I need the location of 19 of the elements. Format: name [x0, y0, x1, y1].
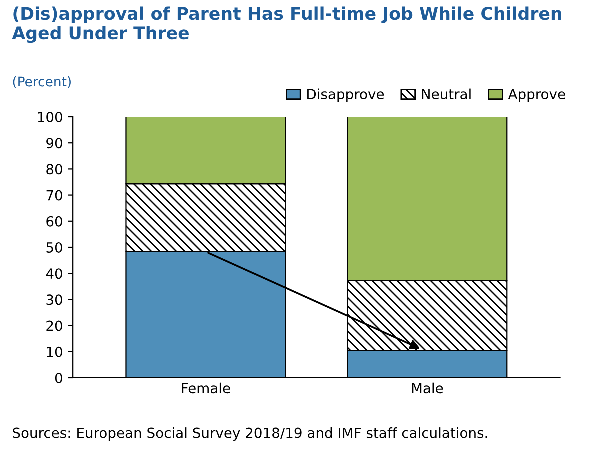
y-tick-label: 30: [46, 294, 62, 306]
legend-label: Disapprove: [308, 88, 384, 102]
chart-title: (Dis)approval of Parent Has Full-time Job While Children Aged Under Three: [12, 6, 562, 44]
y-tick-label: 50: [46, 242, 62, 253]
chart-subtitle: (Percent): [13, 76, 71, 88]
y-tick-label: 60: [46, 216, 62, 227]
source-note: Sources: European Social Survey 2018/19 and IMF staff calculations.: [13, 428, 488, 441]
legend-label: Approve: [508, 89, 566, 102]
y-tick-label: 10: [47, 346, 62, 358]
x-tick-label: Female: [182, 382, 230, 394]
y-tick-label: 100: [38, 112, 62, 122]
x-tick-label: Male: [412, 382, 444, 394]
legend-label: Neutral: [422, 88, 471, 100]
y-tick-label: 20: [46, 320, 62, 332]
y-tick-label: 70: [46, 190, 62, 201]
y-tick-label: 90: [46, 138, 62, 149]
y-tick-label: 0: [55, 372, 62, 384]
y-tick-label: 40: [46, 268, 62, 280]
y-tick-label: 80: [46, 164, 62, 175]
